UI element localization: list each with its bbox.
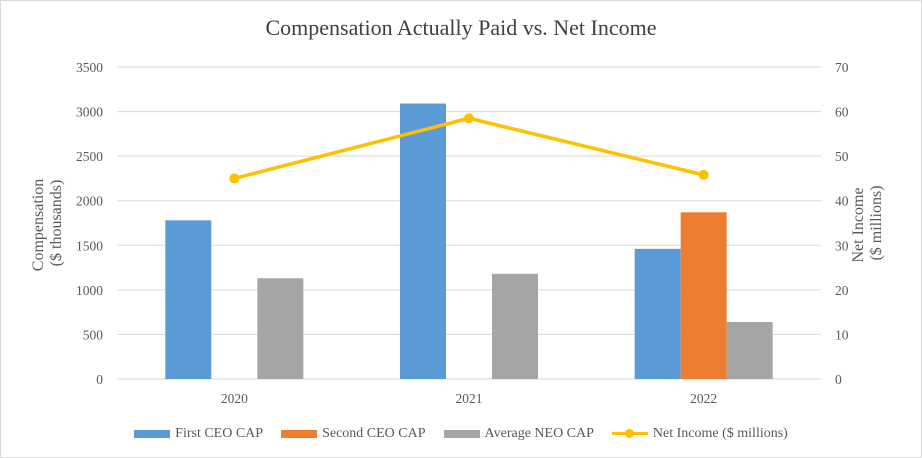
right-tick-label: 20 bbox=[835, 283, 849, 298]
legend-item-average-neo: Average NEO CAP bbox=[443, 426, 594, 442]
legend-item-first-ceo: First CEO CAP bbox=[134, 426, 263, 442]
right-axis-ticks: 0 10 20 30 40 50 60 70 bbox=[835, 60, 849, 387]
bar-average-neo-cap-2020 bbox=[257, 278, 304, 379]
net-income-point-2022 bbox=[698, 169, 709, 180]
bar-average-neo-cap-2021 bbox=[492, 273, 538, 379]
x-tick-label: 2022 bbox=[690, 391, 717, 406]
left-tick-label: 1000 bbox=[76, 283, 103, 298]
left-tick-label: 1500 bbox=[76, 238, 103, 253]
legend-swatch bbox=[443, 430, 480, 438]
bar-first-ceo-cap-2021 bbox=[400, 103, 446, 379]
legend-swatch bbox=[611, 427, 648, 441]
legend-label: Second CEO CAP bbox=[322, 426, 426, 441]
chart-title: Compensation Actually Paid vs. Net Incom… bbox=[265, 15, 657, 40]
x-axis-ticks: 2020 2021 2022 bbox=[221, 391, 717, 406]
net-income-point-2020 bbox=[229, 173, 240, 184]
chart-legend: First CEO CAP Second CEO CAP Average NEO… bbox=[1, 424, 921, 444]
x-tick-label: 2021 bbox=[456, 391, 483, 406]
left-tick-label: 2500 bbox=[76, 149, 103, 164]
right-tick-label: 40 bbox=[835, 194, 849, 209]
legend-item-second-ceo: Second CEO CAP bbox=[281, 426, 426, 442]
right-tick-label: 30 bbox=[835, 238, 849, 253]
left-tick-label: 0 bbox=[96, 372, 103, 387]
right-tick-label: 70 bbox=[835, 60, 849, 75]
left-tick-label: 3000 bbox=[76, 105, 103, 120]
legend-label: First CEO CAP bbox=[175, 426, 264, 441]
line-layer bbox=[229, 113, 709, 184]
right-tick-label: 50 bbox=[835, 149, 849, 164]
legend-label: Average NEO CAP bbox=[484, 426, 594, 441]
net-income-point-2021 bbox=[464, 113, 474, 124]
right-tick-label: 10 bbox=[835, 327, 849, 342]
legend-label: Net Income ($ millions) bbox=[652, 426, 788, 441]
left-tick-label: 2000 bbox=[76, 194, 103, 209]
bar-second-ceo-cap-2022 bbox=[680, 212, 727, 379]
net-income-line bbox=[232, 116, 706, 181]
left-axis-title: Compensation ($ thousands) bbox=[30, 175, 65, 271]
left-tick-label: 3500 bbox=[76, 60, 103, 75]
right-tick-label: 0 bbox=[835, 372, 842, 387]
gridlines bbox=[117, 66, 821, 380]
bars-layer bbox=[165, 103, 773, 379]
chart-plot: 0 500 1000 1500 2000 2500 3000 3500 0 10 20 30 40 50… bbox=[30, 60, 885, 406]
right-axis-title: Net Income ($ millions) bbox=[850, 183, 885, 262]
legend-swatch bbox=[134, 430, 171, 438]
bar-first-ceo-cap-2020 bbox=[165, 220, 212, 379]
bar-first-ceo-cap-2022 bbox=[634, 248, 681, 379]
right-tick-label: 60 bbox=[835, 105, 849, 120]
legend-swatch bbox=[281, 430, 318, 438]
left-axis-ticks: 0 500 1000 1500 2000 2500 3000 3500 bbox=[76, 60, 103, 387]
bar-average-neo-cap-2022 bbox=[726, 321, 773, 379]
left-tick-label: 500 bbox=[83, 327, 104, 342]
legend-item-net-income: Net Income ($ millions) bbox=[611, 426, 788, 442]
x-tick-label: 2020 bbox=[221, 391, 248, 406]
